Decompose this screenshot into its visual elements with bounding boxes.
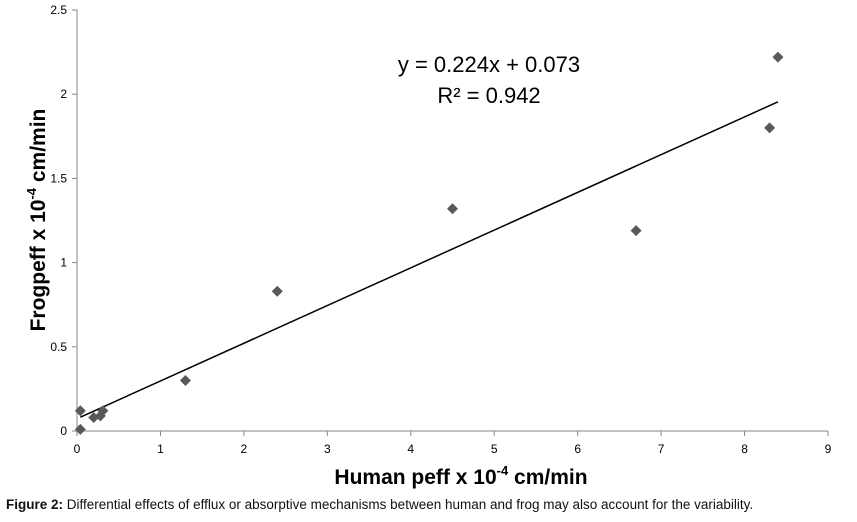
x-tick-label: 4 [407,442,414,456]
x-tick-label: 3 [324,442,331,456]
trendline [80,101,779,418]
y-tick-label: 2 [60,87,67,101]
x-tick-label: 8 [741,442,748,456]
data-point [447,203,458,215]
x-tick-label: 6 [574,442,581,456]
data-point [74,423,86,435]
scatter-chart: 0 1 2 3 4 5 6 7 8 9 0 0.5 1 1.5 2 2.5 y = 0.224x + 0.07… [24,3,832,489]
data-point [271,285,283,297]
y-axis-label: Frogpeff x 10-4 cm/min [24,109,50,332]
caption-text: Differential effects of efflux or absorp… [63,497,754,512]
tick-labels: 0 1 2 3 4 5 6 7 8 9 0 0.5 1 1.5 2 2.5 [50,3,831,456]
equation-label: y = 0.224x + 0.073 [398,52,580,77]
x-tick-label: 9 [825,442,832,456]
x-tick-label: 1 [157,442,164,456]
x-tick-label: 0 [74,442,81,456]
r-squared-label: R² = 0.942 [437,83,540,108]
figure-caption: Figure 2: Differential effects of efflux… [6,497,753,512]
data-point [630,225,642,237]
y-tick-label: 0 [60,424,67,438]
data-point [772,51,784,63]
x-tick-label: 5 [491,442,498,456]
x-tick-label: 2 [241,442,248,456]
y-tick-label: 2.5 [50,3,67,17]
data-points [74,51,784,435]
data-point [97,405,109,417]
axes [72,9,829,436]
x-tick-label: 7 [658,442,665,456]
caption-label: Figure 2: [6,497,64,512]
data-point [764,122,776,134]
x-axis-label: Human peff x 10-4 cm/min [334,463,587,489]
y-tick-label: 0.5 [50,340,67,354]
data-point [179,374,191,386]
y-tick-label: 1 [60,256,67,270]
y-tick-label: 1.5 [50,171,67,185]
data-point [74,405,86,417]
